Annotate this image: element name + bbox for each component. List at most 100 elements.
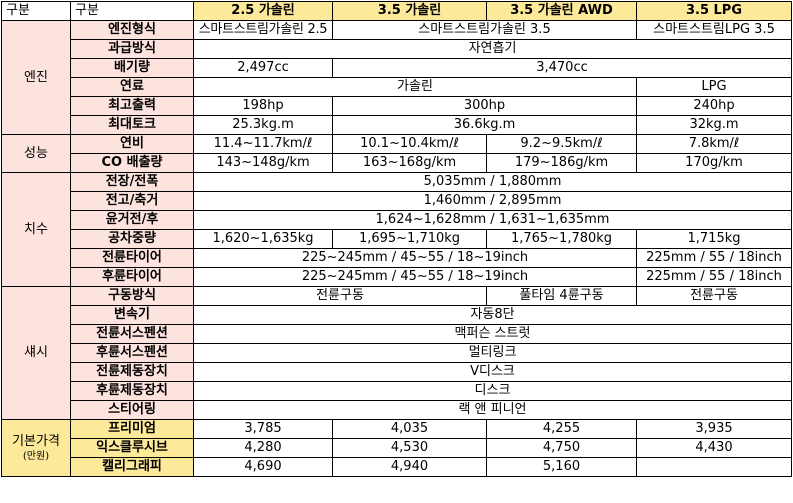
table-row: 최고출력 198hp 300hp 240hp (2, 96, 792, 116)
row-label: CO 배출량 (70, 153, 194, 173)
row-label: 후륜서스펜션 (70, 343, 194, 363)
cell: 5,035mm / 1,880mm (193, 172, 792, 192)
row-label: 윤거전/후 (70, 210, 194, 230)
row-label: 전고/축거 (70, 191, 194, 211)
row-label: 전륜타이어 (70, 248, 194, 268)
cell: 스마트스트림LPG 3.5 (636, 20, 792, 40)
cell: 디스크 (193, 381, 792, 401)
group-chassis: 섀시 (1, 286, 71, 420)
cell: 7.8km/ℓ (636, 134, 792, 154)
row-label: 후륜타이어 (70, 267, 194, 287)
row-label: 전륜제동장치 (70, 362, 194, 382)
cell: 225mm / 55 / 18inch (636, 248, 792, 268)
row-label: 공차중량 (70, 229, 194, 249)
row-label: 프리미엄 (70, 419, 194, 439)
table-row: 전륜제동장치 V디스크 (2, 362, 792, 382)
row-label: 엔진형식 (70, 20, 194, 40)
cell: 4,035 (332, 419, 487, 439)
table-row: 전륜서스펜션 맥퍼슨 스트럿 (2, 324, 792, 344)
cell: 4,690 (193, 457, 333, 477)
group-price-title: 기본가격 (12, 434, 60, 449)
cell: 1,765~1,780kg (486, 229, 637, 249)
row-label: 과급방식 (70, 39, 194, 59)
header-row: 구분 구분 2.5 가솔린 3.5 가솔린 3.5 가솔린 AWD 3.5 LP… (1, 1, 792, 21)
cell: 4,280 (193, 438, 333, 458)
cell: 36.6kg.m (332, 115, 637, 135)
table-row: 치수 전장/전폭 5,035mm / 1,880mm (1, 172, 792, 287)
spec-table: 구분 구분 2.5 가솔린 3.5 가솔린 3.5 가솔린 AWD 3.5 LP… (1, 1, 792, 477)
row-label: 캘리그래피 (70, 457, 194, 477)
cell: 179~186g/km (486, 153, 637, 173)
table-row: 공차중량 1,620~1,635kg 1,695~1,710kg 1,765~1… (2, 229, 792, 249)
cell: 4,255 (486, 419, 637, 439)
cell: 1,624~1,628mm / 1,631~1,635mm (193, 210, 792, 230)
cell: 240hp (636, 96, 792, 116)
cell: 4,430 (636, 438, 792, 458)
group-performance: 성능 (1, 134, 71, 173)
header-category: 구분 (1, 1, 71, 21)
cell: 스마트스트림가솔린 3.5 (332, 20, 637, 40)
cell: 1,695~1,710kg (332, 229, 487, 249)
cell: 전륜구동 (193, 286, 487, 306)
row-label: 전륜서스펜션 (70, 324, 194, 344)
group-dimensions: 치수 (1, 172, 71, 287)
table-row: 후륜서스펜션 멀티링크 (2, 343, 792, 363)
cell: 자동8단 (193, 305, 792, 325)
cell: 3,785 (193, 419, 333, 439)
table-row: 배기량 2,497cc 3,470cc (2, 58, 792, 78)
table-row: 변속기 자동8단 (2, 305, 792, 325)
row-label: 구동방식 (70, 286, 194, 306)
table-row: 최대토크 25.3kg.m 36.6kg.m 32kg.m (2, 115, 792, 135)
table-row: 과급방식 자연흡기 (2, 39, 792, 59)
cell: 225~245mm / 45~55 / 18~19inch (193, 267, 637, 287)
header-model-3: 3.5 가솔린 AWD (486, 1, 637, 21)
cell: 4,940 (332, 457, 487, 477)
table-row: CO 배출량 143~148g/km 163~168g/km 179~186g/… (2, 153, 792, 173)
row-label: 후륜제동장치 (70, 381, 194, 401)
cell: 170g/km (636, 153, 792, 173)
group-price: 기본가격 (만원) (1, 419, 71, 477)
row-label: 전장/전폭 (70, 172, 194, 192)
table-row: 전륜타이어 225~245mm / 45~55 / 18~19inch 225m… (2, 248, 792, 268)
header-model-4: 3.5 LPG (636, 1, 792, 21)
table-row: 캘리그래피 4,690 4,940 5,160 (2, 457, 792, 477)
row-label: 최고출력 (70, 96, 194, 116)
header-model-1: 2.5 가솔린 (193, 1, 333, 21)
cell: 전륜구동 (636, 286, 792, 306)
group-engine: 엔진 (1, 20, 71, 135)
cell: 맥퍼슨 스트럿 (193, 324, 792, 344)
cell: 225mm / 55 / 18inch (636, 267, 792, 287)
table-row: 스티어링 랙 앤 피니언 (2, 400, 792, 420)
cell: 10.1~10.4km/ℓ (332, 134, 487, 154)
row-label: 변속기 (70, 305, 194, 325)
cell (636, 457, 792, 477)
cell: 2,497cc (193, 58, 333, 78)
cell: 1,620~1,635kg (193, 229, 333, 249)
cell: 11.4~11.7km/ℓ (193, 134, 333, 154)
group-price-unit: (만원) (22, 451, 50, 462)
header-item: 구분 (70, 1, 194, 21)
table-row: 엔진 엔진형식 스마트스트림가솔린 2.5 스마트스트림가솔린 3.5 스마트스… (1, 20, 792, 135)
row-label: 익스클루시브 (70, 438, 194, 458)
table-row: 연료 가솔린 LPG (2, 77, 792, 97)
cell: 1,715kg (636, 229, 792, 249)
cell: 1,460mm / 2,895mm (193, 191, 792, 211)
cell: V디스크 (193, 362, 792, 382)
table-row: 기본가격 (만원) 프리미엄 3,785 4,035 4,255 3,935 (1, 419, 792, 477)
cell: 멀티링크 (193, 343, 792, 363)
cell: 가솔린 (193, 77, 637, 97)
cell: 5,160 (486, 457, 637, 477)
cell: 자연흡기 (193, 39, 792, 59)
cell: 4,750 (486, 438, 637, 458)
table-row: 성능 연비 11.4~11.7km/ℓ 10.1~10.4km/ℓ 9.2~9.… (1, 134, 792, 173)
cell: 9.2~9.5km/ℓ (486, 134, 637, 154)
cell: 163~168g/km (332, 153, 487, 173)
cell: 198hp (193, 96, 333, 116)
row-label: 최대토크 (70, 115, 194, 135)
cell: 300hp (332, 96, 637, 116)
row-label: 스티어링 (70, 400, 194, 420)
row-label: 배기량 (70, 58, 194, 78)
cell: 랙 앤 피니언 (193, 400, 792, 420)
cell: 4,530 (332, 438, 487, 458)
table-row: 후륜타이어 225~245mm / 45~55 / 18~19inch 225m… (2, 267, 792, 287)
